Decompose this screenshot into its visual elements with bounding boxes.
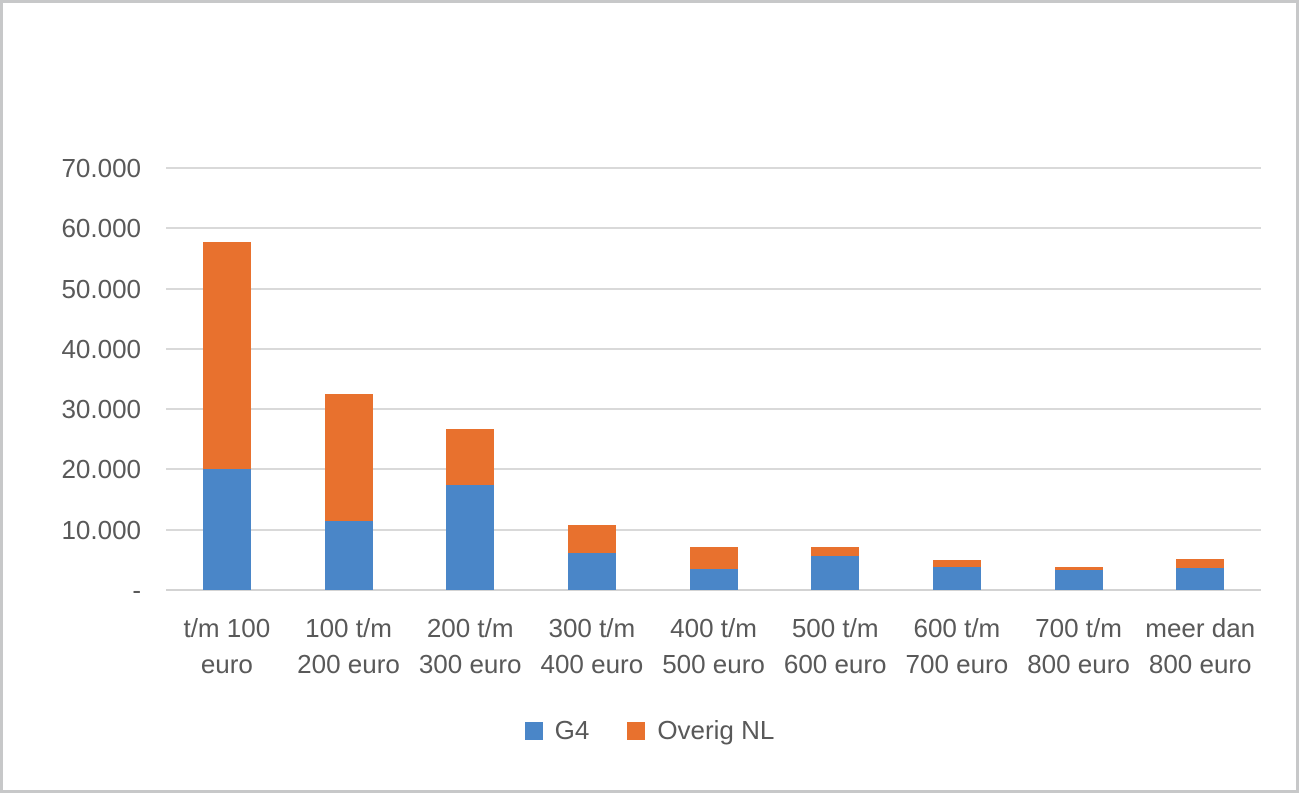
x-tick-label: 700 t/m 800 euro [1027, 613, 1130, 679]
y-tick-label: 60.000 [61, 213, 141, 244]
bar-segment-overig-nl [932, 559, 981, 567]
bar-group [811, 546, 860, 590]
y-tick-label: 50.000 [61, 273, 141, 304]
legend-label-g4: G4 [554, 715, 590, 745]
gridline [166, 529, 1261, 531]
x-axis-line [166, 589, 1261, 591]
bar-segment-overig-nl [446, 429, 495, 485]
bar-group [1176, 558, 1225, 590]
x-tick-label: 300 t/m 400 euro [540, 613, 644, 679]
y-tick-label: 30.000 [61, 394, 141, 425]
x-tick-label: 100 t/m 200 euro [297, 613, 400, 679]
bar-segment-g4 [324, 521, 373, 590]
bar-segment-overig-nl [1176, 558, 1225, 568]
bar-segment-g4 [689, 568, 738, 590]
bar-group [324, 394, 373, 590]
gridline [166, 288, 1261, 290]
x-tick-label: 400 t/m 500 euro [662, 613, 765, 679]
y-axis: 70.000 60.000 50.000 40.000 30.000 20.000 10.0… [3, 3, 141, 793]
bar-segment-g4 [1054, 569, 1103, 590]
bar-segment-g4 [932, 566, 981, 590]
gridline [166, 408, 1261, 410]
legend-item-overig-nl: Overig NL [627, 715, 774, 746]
x-axis: t/m 100 euro 100 t/m 200 euro 200 t/m 300 … [166, 610, 1261, 682]
bar-segment-overig-nl [567, 524, 616, 553]
bar-segment-overig-nl [689, 546, 738, 569]
bar-group [689, 546, 738, 590]
x-tick-label: t/m 100 euro [183, 613, 271, 679]
bar-group [1054, 566, 1103, 590]
y-tick-label: - [132, 575, 141, 605]
y-tick-label: 20.000 [61, 454, 141, 485]
bar-group [446, 429, 495, 590]
bar-group [932, 559, 981, 590]
plot-area [166, 167, 1261, 591]
legend-item-g4: G4 [524, 715, 590, 746]
y-tick-label: 70.000 [61, 153, 141, 183]
legend-label-overig-nl: Overig NL [657, 715, 775, 745]
bar-segment-g4 [446, 484, 495, 590]
gridline [166, 227, 1261, 229]
bar-segment-g4 [567, 552, 616, 590]
gridline [166, 348, 1261, 350]
bar-group [567, 524, 616, 590]
bar-group [202, 241, 251, 590]
x-tick-label: 500 t/m 600 euro [783, 613, 887, 679]
y-tick-label: 10.000 [61, 514, 141, 545]
x-tick-label: meer dan 800 euro [1145, 613, 1256, 679]
bar-segment-g4 [202, 469, 251, 590]
legend: G4 Overig NL [3, 715, 1296, 746]
bar-segment-overig-nl [324, 394, 373, 522]
g4-swatch-icon [524, 721, 543, 740]
gridline [166, 167, 1261, 169]
bar-segment-overig-nl [202, 241, 251, 470]
bar-segment-overig-nl [1054, 566, 1103, 570]
gridline [166, 468, 1261, 470]
overig-nl-swatch-icon [627, 721, 646, 740]
x-tick-label: 200 t/m 300 euro [418, 613, 522, 679]
bar-segment-overig-nl [811, 546, 860, 557]
y-tick-label: 40.000 [61, 333, 141, 364]
x-tick-label: 600 t/m 700 euro [905, 613, 1009, 679]
bar-segment-g4 [1176, 567, 1225, 590]
bar-segment-g4 [811, 556, 860, 590]
